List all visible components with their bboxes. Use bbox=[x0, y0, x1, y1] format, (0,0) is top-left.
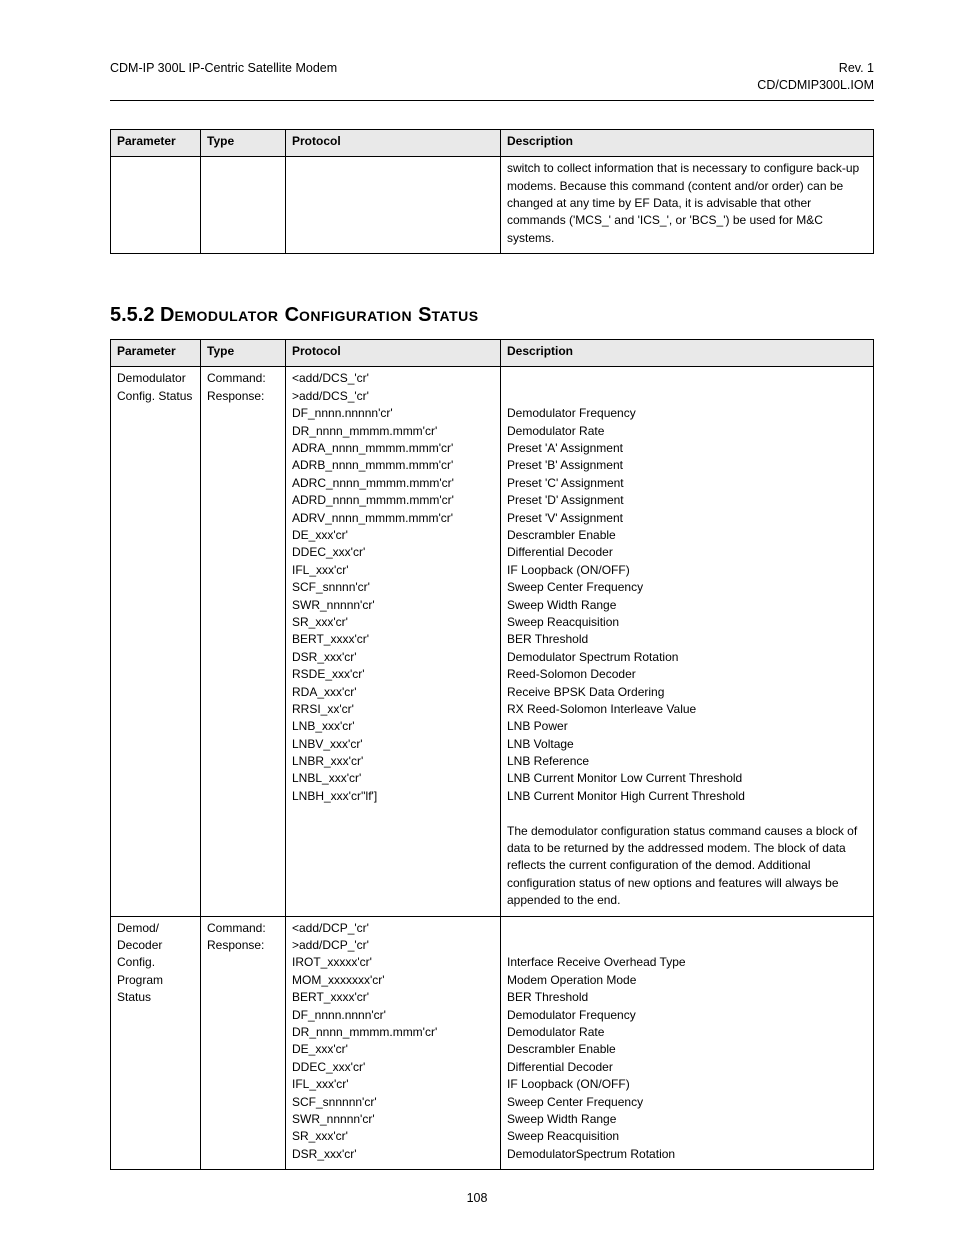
t4: onfiguration bbox=[299, 304, 418, 326]
table-continuation: Parameter Type Protocol Description swit… bbox=[110, 129, 874, 254]
cell-protocol bbox=[286, 157, 501, 254]
table-row: switch to collect information that is ne… bbox=[111, 157, 874, 254]
col-parameter: Parameter bbox=[111, 340, 201, 367]
col-parameter: Parameter bbox=[111, 129, 201, 156]
cell-description: switch to collect information that is ne… bbox=[501, 157, 874, 254]
header-right: Rev. 1 CD/CDMIP300L.IOM bbox=[757, 60, 874, 94]
cell-type: Command: Response: bbox=[201, 367, 286, 916]
cell-parameter: Demod/ Decoder Config. Program Status bbox=[111, 916, 201, 1169]
col-protocol: Protocol bbox=[286, 129, 501, 156]
t3: C bbox=[285, 304, 299, 326]
section-heading: 5.5.2 Demodulator Configuration Status bbox=[110, 304, 874, 327]
table-demodulator-config: Parameter Type Protocol Description Demo… bbox=[110, 339, 874, 1170]
header-rev: Rev. 1 bbox=[757, 60, 874, 77]
cell-protocol: <add/DCS_'cr' >add/DCS_'cr' DF_nnnn.nnnn… bbox=[286, 367, 501, 916]
table-row: Demod/ Decoder Config. Program Status Co… bbox=[111, 916, 874, 1169]
table-header-row: Parameter Type Protocol Description bbox=[111, 129, 874, 156]
section-number: 5.5.2 bbox=[110, 304, 154, 326]
page-header: CDM-IP 300L IP-Centric Satellite Modem R… bbox=[110, 60, 874, 94]
col-protocol: Protocol bbox=[286, 340, 501, 367]
t2: emodulator bbox=[175, 304, 285, 326]
table-header-row: Parameter Type Protocol Description bbox=[111, 340, 874, 367]
t5: S bbox=[418, 304, 431, 326]
cell-parameter: Demodulator Config. Status bbox=[111, 367, 201, 916]
col-description: Description bbox=[501, 129, 874, 156]
table-row: Demodulator Config. Status Command: Resp… bbox=[111, 367, 874, 916]
cell-type bbox=[201, 157, 286, 254]
cell-parameter bbox=[111, 157, 201, 254]
col-type: Type bbox=[201, 129, 286, 156]
cell-protocol: <add/DCP_'cr' >add/DCP_'cr' IROT_xxxxx'c… bbox=[286, 916, 501, 1169]
header-left: CDM-IP 300L IP-Centric Satellite Modem bbox=[110, 60, 337, 94]
t6: tatus bbox=[432, 304, 479, 326]
page: CDM-IP 300L IP-Centric Satellite Modem R… bbox=[0, 0, 954, 1235]
t1: D bbox=[160, 304, 174, 326]
page-number: 108 bbox=[0, 1191, 954, 1205]
cell-description: Demodulator Frequency Demodulator Rate P… bbox=[501, 367, 874, 916]
cell-description: Interface Receive Overhead Type Modem Op… bbox=[501, 916, 874, 1169]
cell-type: Command: Response: bbox=[201, 916, 286, 1169]
header-rule bbox=[110, 100, 874, 101]
col-description: Description bbox=[501, 340, 874, 367]
col-type: Type bbox=[201, 340, 286, 367]
header-doc: CD/CDMIP300L.IOM bbox=[757, 77, 874, 94]
